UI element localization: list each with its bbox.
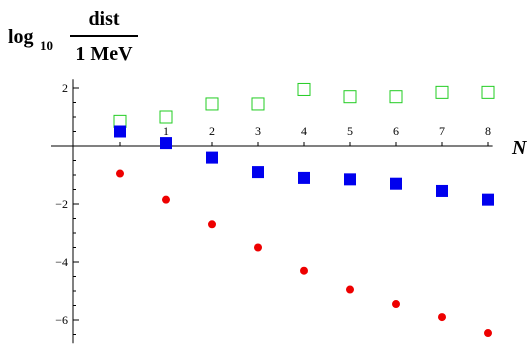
filled-square-point	[344, 173, 356, 186]
y-tick-label: −2	[55, 197, 68, 211]
y-axis-prefix: log	[8, 26, 34, 48]
y-axis-numerator: dist	[88, 8, 119, 30]
ticks: 0123456782−2−4−6	[55, 81, 491, 335]
circle-point	[254, 243, 262, 252]
open-square-point	[159, 110, 173, 124]
x-tick-label: 1	[163, 124, 169, 138]
y-tick-label: −6	[55, 313, 68, 327]
x-tick-label: 5	[347, 124, 353, 138]
x-tick-label: 6	[393, 124, 399, 138]
axis-labels: log 10 dist 1 MeV N	[8, 8, 528, 159]
open-square-point	[343, 90, 357, 104]
y-axis-denominator: 1 MeV	[75, 43, 133, 65]
x-tick-label: 3	[255, 124, 261, 138]
circle-point	[162, 195, 170, 204]
filled-square-point	[436, 184, 448, 197]
circle-point	[116, 169, 124, 178]
y-tick-label: −4	[55, 255, 68, 269]
data-marks	[113, 82, 495, 338]
open-square-point	[389, 90, 403, 104]
y-axis-subscript: 10	[40, 38, 53, 53]
open-square-point	[297, 82, 311, 96]
open-square-point	[481, 85, 495, 99]
open-square-point	[251, 97, 265, 111]
filled-square-point	[160, 137, 172, 150]
filled-square-point	[298, 171, 310, 184]
x-tick-label: 8	[485, 124, 491, 138]
circle-point	[484, 329, 492, 338]
x-axis-label: N	[511, 137, 528, 159]
circle-point	[392, 300, 400, 309]
filled-square-point	[390, 177, 402, 190]
filled-square-point	[206, 151, 218, 164]
x-tick-label: 2	[209, 124, 215, 138]
x-tick-label: 4	[301, 124, 307, 138]
x-tick-label: 7	[439, 124, 445, 138]
open-square-point	[435, 85, 449, 99]
circle-point	[300, 266, 308, 275]
axes	[51, 79, 493, 344]
filled-square-point	[252, 166, 264, 179]
filled-square-point	[114, 125, 126, 138]
filled-square-point	[482, 193, 494, 206]
circle-point	[346, 285, 354, 294]
circle-point	[438, 313, 446, 322]
open-square-point	[205, 97, 219, 111]
y-tick-label: 2	[62, 81, 68, 95]
circle-point	[208, 220, 216, 229]
